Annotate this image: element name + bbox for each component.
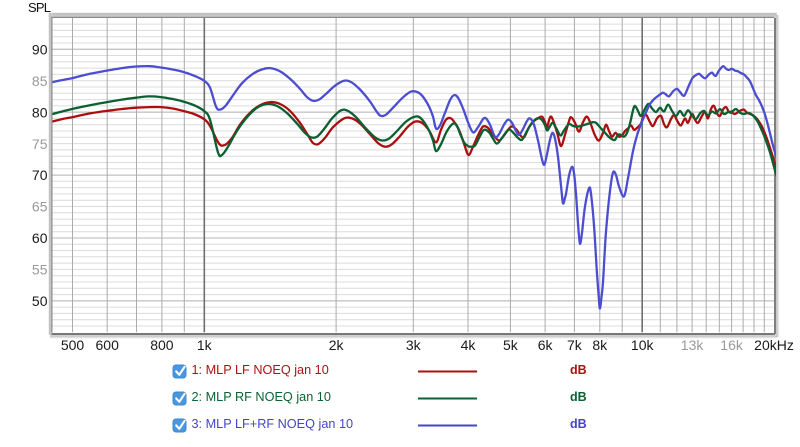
svg-text:65: 65: [32, 199, 48, 215]
svg-text:800: 800: [150, 337, 174, 353]
svg-text:8k: 8k: [592, 337, 608, 353]
svg-text:1k: 1k: [197, 337, 213, 353]
svg-text:90: 90: [32, 42, 48, 58]
svg-text:80: 80: [32, 104, 48, 120]
svg-text:75: 75: [32, 136, 48, 152]
svg-text:dB: dB: [570, 363, 587, 377]
svg-text:70: 70: [32, 167, 48, 183]
svg-text:10k: 10k: [631, 337, 655, 353]
svg-text:SPL: SPL: [28, 0, 51, 15]
svg-text:4k: 4k: [461, 337, 477, 353]
svg-text:20kHz: 20kHz: [754, 337, 794, 353]
svg-text:2k: 2k: [329, 337, 345, 353]
svg-text:50: 50: [32, 293, 48, 309]
svg-text:3: MLP LF+RF NOEQ jan 10: 3: MLP LF+RF NOEQ jan 10: [192, 417, 354, 431]
svg-text:500: 500: [61, 337, 85, 353]
svg-text:dB: dB: [570, 417, 587, 431]
svg-text:3k: 3k: [406, 337, 422, 353]
svg-text:600: 600: [96, 337, 120, 353]
svg-text:60: 60: [32, 230, 48, 246]
svg-text:55: 55: [32, 262, 48, 278]
svg-text:7k: 7k: [567, 337, 583, 353]
svg-text:13k: 13k: [681, 337, 705, 353]
svg-text:2: MLP RF NOEQ jan 10: 2: MLP RF NOEQ jan 10: [192, 390, 331, 404]
svg-text:85: 85: [32, 73, 48, 89]
svg-text:1: MLP LF NOEQ jan 10: 1: MLP LF NOEQ jan 10: [192, 363, 329, 377]
svg-text:16k: 16k: [720, 337, 744, 353]
svg-text:dB: dB: [570, 390, 587, 404]
svg-text:6k: 6k: [538, 337, 554, 353]
svg-text:5k: 5k: [503, 337, 519, 353]
